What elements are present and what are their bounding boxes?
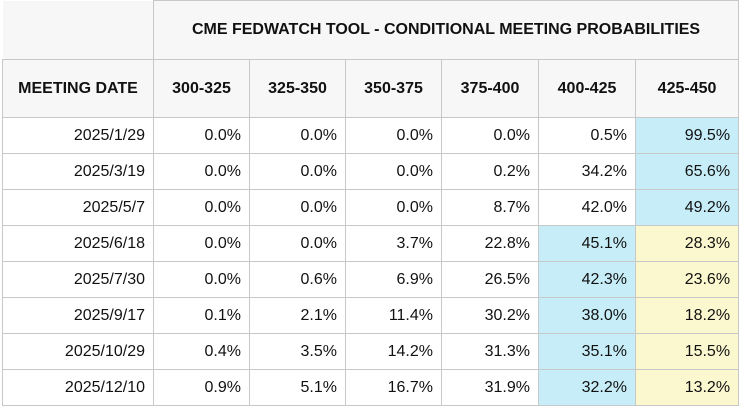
date-cell: 2025/10/29 (2, 333, 154, 370)
probability-cell: 0.0% (153, 117, 250, 154)
probability-cell: 13.2% (634, 369, 740, 406)
header-cell: 325-350 (249, 59, 346, 118)
date-cell: 2025/9/17 (2, 297, 154, 334)
date-cell: 2025/7/30 (2, 261, 154, 298)
probability-cell: 45.1% (538, 225, 636, 262)
table-row: 2025/1/29 0.0% 0.0% 0.0% 0.0% 0.5% 99.5% (2, 117, 740, 154)
probability-cell: 34.2% (538, 153, 636, 190)
date-cell: 2025/1/29 (2, 117, 154, 154)
table-row: 2025/3/19 0.0% 0.0% 0.0% 0.2% 34.2% 65.6% (2, 153, 740, 190)
probability-cell: 65.6% (634, 153, 740, 190)
probability-cell: 0.4% (153, 333, 250, 370)
probability-cell: 99.5% (634, 117, 740, 154)
probability-cell: 31.9% (441, 369, 539, 406)
probability-cell: 35.1% (538, 333, 636, 370)
probability-cell: 0.6% (249, 261, 346, 298)
date-cell: 2025/12/10 (2, 369, 154, 406)
probability-cell: 0.0% (249, 225, 346, 262)
probability-cell: 22.8% (441, 225, 539, 262)
probability-cell: 16.7% (345, 369, 442, 406)
probability-cell: 0.0% (153, 225, 250, 262)
probability-cell: 11.4% (345, 297, 442, 334)
probability-cell: 0.0% (153, 153, 250, 190)
table-row: 2025/5/7 0.0% 0.0% 0.0% 8.7% 42.0% 49.2% (2, 189, 740, 226)
probability-cell: 42.3% (538, 261, 636, 298)
header-cell: 425-450 (634, 59, 740, 118)
title-row: CME FEDWATCH TOOL - CONDITIONAL MEETING … (2, 0, 740, 60)
header-cell: MEETING DATE (2, 59, 154, 118)
probability-cell: 32.2% (538, 369, 636, 406)
probability-cell: 2.1% (249, 297, 346, 334)
table-row: 2025/9/17 0.1% 2.1% 11.4% 30.2% 38.0% 18.2% (2, 297, 740, 334)
probability-cell: 0.0% (345, 117, 442, 154)
probability-cell: 0.0% (345, 153, 442, 190)
header-row: MEETING DATE 300-325 325-350 350-375 375… (2, 59, 740, 118)
probability-cell: 0.9% (153, 369, 250, 406)
probability-cell: 0.0% (153, 261, 250, 298)
probability-cell: 15.5% (634, 333, 740, 370)
probability-cell: 3.7% (345, 225, 442, 262)
header-cell: 375-400 (441, 59, 539, 118)
probability-cell: 0.0% (249, 117, 346, 154)
table-row: 2025/7/30 0.0% 0.6% 6.9% 26.5% 42.3% 23.6% (2, 261, 740, 298)
table-body: 2025/1/29 0.0% 0.0% 0.0% 0.0% 0.5% 99.5% 2025/3… (2, 117, 740, 406)
header-cell: 350-375 (345, 59, 442, 118)
probability-cell: 0.0% (441, 117, 539, 154)
date-cell: 2025/6/18 (2, 225, 154, 262)
probability-cell: 0.0% (249, 153, 346, 190)
probability-cell: 0.5% (538, 117, 636, 154)
header-cell: 400-425 (538, 59, 636, 118)
probability-cell: 28.3% (634, 225, 740, 262)
probability-cell: 49.2% (634, 189, 740, 226)
probability-cell: 30.2% (441, 297, 539, 334)
probability-cell: 6.9% (345, 261, 442, 298)
probability-cell: 0.2% (441, 153, 539, 190)
probability-cell: 42.0% (538, 189, 636, 226)
probability-cell: 38.0% (538, 297, 636, 334)
probability-cell: 31.3% (441, 333, 539, 370)
table-title: CME FEDWATCH TOOL - CONDITIONAL MEETING … (152, 0, 740, 60)
probability-cell: 0.0% (345, 189, 442, 226)
probability-cell: 3.5% (249, 333, 346, 370)
probability-cell: 0.0% (249, 189, 346, 226)
corner-cell (2, 0, 154, 60)
probability-cell: 23.6% (634, 261, 740, 298)
probability-cell: 18.2% (634, 297, 740, 334)
probability-cell: 0.0% (153, 189, 250, 226)
probability-cell: 26.5% (441, 261, 539, 298)
table-row: 2025/12/10 0.9% 5.1% 16.7% 31.9% 32.2% 13.2% (2, 369, 740, 406)
table-row: 2025/10/29 0.4% 3.5% 14.2% 31.3% 35.1% 15.5% (2, 333, 740, 370)
date-cell: 2025/3/19 (2, 153, 154, 190)
header-cell: 300-325 (153, 59, 250, 118)
table-row: 2025/6/18 0.0% 0.0% 3.7% 22.8% 45.1% 28.3% (2, 225, 740, 262)
probability-cell: 5.1% (249, 369, 346, 406)
probability-cell: 0.1% (153, 297, 250, 334)
probability-cell: 14.2% (345, 333, 442, 370)
probability-cell: 8.7% (441, 189, 539, 226)
date-cell: 2025/5/7 (2, 189, 154, 226)
